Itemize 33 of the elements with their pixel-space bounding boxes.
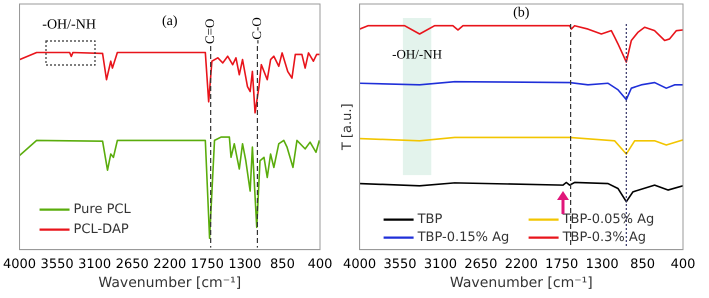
x-axis-title: Wavenumber [cm⁻¹] (450, 275, 593, 292)
y-axis-title: T [a.u.] (340, 103, 356, 152)
text: (a) (162, 14, 178, 29)
x-tick-label: 4000 (343, 256, 376, 272)
x-tick-label: 3550 (383, 256, 417, 272)
text: -OH/-NH (42, 18, 96, 33)
legend-label: TBP-0.3% Ag (562, 230, 646, 245)
legend-label: Pure PCL (74, 202, 132, 217)
legend-label: TBP-0.15% Ag (416, 230, 510, 245)
x-tick-label: 1300 (228, 256, 262, 272)
legend-label: TBP (416, 212, 442, 227)
x-axis-title: Wavenumber [cm⁻¹] (98, 275, 242, 292)
x-tick-label: 2200 (153, 256, 186, 272)
x-tick-label: 850 (630, 256, 655, 272)
x-tick-label: 1750 (190, 256, 224, 272)
ref-line-label: -C-O (248, 17, 264, 44)
x-tick-label: 4000 (2, 256, 36, 272)
x-tick-label: 2200 (504, 256, 538, 272)
legend-label: PCL-DAP (74, 222, 129, 237)
x-tick-label: 850 (270, 256, 295, 272)
x-tick-label: 400 (308, 256, 332, 272)
x-tick-label: 1300 (586, 256, 619, 272)
x-tick-label: 3100 (424, 256, 457, 272)
x-tick-label: 2650 (464, 256, 498, 272)
ref-line-label: C=O (202, 18, 218, 44)
x-tick-label: 1750 (545, 256, 578, 272)
x-tick-label: 3550 (40, 256, 74, 272)
text: (b) (513, 5, 530, 20)
x-tick-label: 400 (670, 256, 696, 272)
legend-label: TBP-0.05% Ag (562, 212, 654, 227)
band-label: -OH/-NH (392, 46, 442, 62)
x-tick-label: 2650 (116, 256, 149, 272)
x-tick-label: 3100 (78, 256, 112, 272)
